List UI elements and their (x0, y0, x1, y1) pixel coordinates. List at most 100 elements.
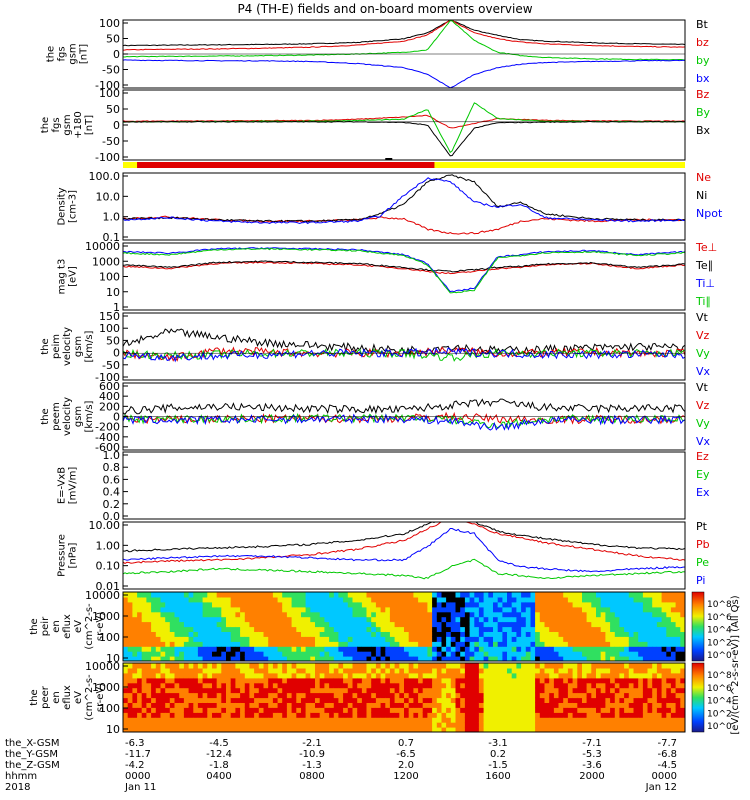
spectrogram-cell (582, 631, 588, 637)
spectrogram-cell (586, 596, 592, 603)
spectrogram-cell (661, 592, 667, 598)
spectrogram-cell (535, 727, 541, 732)
spectrogram-cell (310, 601, 316, 608)
spectrogram-cell (249, 596, 255, 603)
spectrogram-cell (586, 687, 592, 694)
spectrogram-cell (586, 616, 592, 623)
spectrogram-cell (418, 697, 424, 703)
spectrogram-cell (441, 646, 447, 652)
spectrogram-cell (596, 596, 602, 603)
spectrogram-cell (357, 641, 363, 647)
spectrogram-cell (591, 592, 597, 598)
spectrogram-cell (141, 702, 147, 708)
spectrogram-cell (549, 656, 555, 661)
spectrogram-cell (319, 601, 325, 608)
spectrogram-cell (525, 592, 532, 598)
spectrogram-cell (558, 687, 564, 694)
spectrogram-cell (399, 611, 405, 618)
spectrogram-cell (132, 592, 138, 598)
spectrogram-cell (432, 697, 438, 703)
spectrogram-cell (525, 692, 532, 699)
spectrogram-cell (380, 646, 386, 652)
spectrogram-cell (633, 592, 639, 598)
x-row-value: 0400 (206, 771, 231, 782)
spectrogram-cell (450, 702, 457, 708)
spectrogram-cell (286, 697, 293, 703)
spectrogram-cell (319, 596, 325, 603)
spectrogram-cell (160, 682, 166, 689)
spectrogram-cell (478, 667, 485, 674)
spectrogram-cell (539, 712, 546, 718)
spectrogram-cell (329, 616, 335, 623)
spectrogram-cell (291, 651, 297, 657)
spectrogram-cell (483, 601, 489, 608)
spectrogram-cell (436, 626, 443, 632)
spectrogram-cell (582, 663, 588, 669)
y-tick-label: 10 (106, 723, 120, 736)
spectrogram-cell (422, 651, 428, 657)
spectrogram-cell (596, 717, 602, 723)
spectrogram-cell (338, 663, 344, 669)
spectrogram-cell (511, 717, 517, 723)
spectrogram-cell (305, 636, 311, 642)
spectrogram-cell (282, 663, 288, 669)
spectrogram-cell (282, 707, 288, 713)
spectrogram-cell (633, 697, 639, 703)
spectrogram-cell (258, 636, 265, 642)
spectrogram-cell (455, 626, 461, 632)
spectrogram-cell (357, 626, 363, 632)
spectrogram-cell (525, 651, 532, 657)
spectrogram-cell (404, 663, 410, 669)
spectrogram-cell (301, 601, 307, 608)
spectrogram-cell (553, 656, 560, 661)
spectrogram-cell (432, 672, 438, 679)
spectrogram-cell (656, 717, 663, 723)
spectrogram-cell (436, 707, 443, 713)
spectrogram-cell (553, 646, 560, 652)
spectrogram-cell (450, 682, 457, 689)
spectrogram-cell (385, 656, 391, 661)
spectrogram-cell (165, 621, 171, 628)
spectrogram-cell (516, 717, 522, 723)
spectrogram-cell (146, 667, 152, 674)
spectrogram-cell (464, 722, 471, 728)
spectrogram-cell (469, 717, 475, 723)
spectrogram-cell (366, 672, 372, 679)
spectrogram-cell (535, 722, 541, 728)
spectrogram-cell (586, 626, 592, 632)
spectrogram-cell (647, 592, 653, 598)
spectrogram-cell (389, 692, 396, 699)
spectrogram-cell (521, 646, 527, 652)
spectrogram-cell (141, 687, 147, 694)
spectrogram-cell (521, 712, 527, 718)
spectrogram-cell (516, 606, 522, 613)
spectrogram-cell (385, 606, 391, 613)
spectrogram-cell (582, 592, 588, 598)
spectrogram-cell (399, 656, 405, 661)
spectrogram-cell (413, 692, 419, 699)
spectrogram-cell (282, 727, 288, 732)
spectrogram-cell (165, 601, 171, 608)
spectrogram-cell (141, 611, 147, 618)
spectrogram-cell (404, 592, 410, 598)
spectrogram-cell (558, 727, 564, 732)
spectrogram-cell (160, 687, 166, 694)
spectrogram-cell (301, 667, 307, 674)
spectrogram-cell (600, 672, 606, 679)
spectrogram-cell (366, 631, 372, 637)
spectrogram-cell (221, 611, 227, 618)
spectrogram-cell (418, 592, 424, 598)
spectrogram-cell (469, 712, 475, 718)
spectrogram-cell (352, 663, 358, 669)
y-axis-label: velocity (62, 327, 73, 366)
spectrogram-cell (493, 641, 499, 647)
spectrogram-cell (404, 687, 410, 694)
spectrogram-cell (586, 697, 592, 703)
x-row-value: -6.5 (396, 749, 416, 760)
spectrogram-cell (155, 611, 162, 618)
spectrogram-cell (525, 712, 532, 718)
spectrogram-cell (141, 656, 147, 661)
spectrogram-cell (230, 656, 236, 661)
spectrogram-cell (371, 641, 377, 647)
